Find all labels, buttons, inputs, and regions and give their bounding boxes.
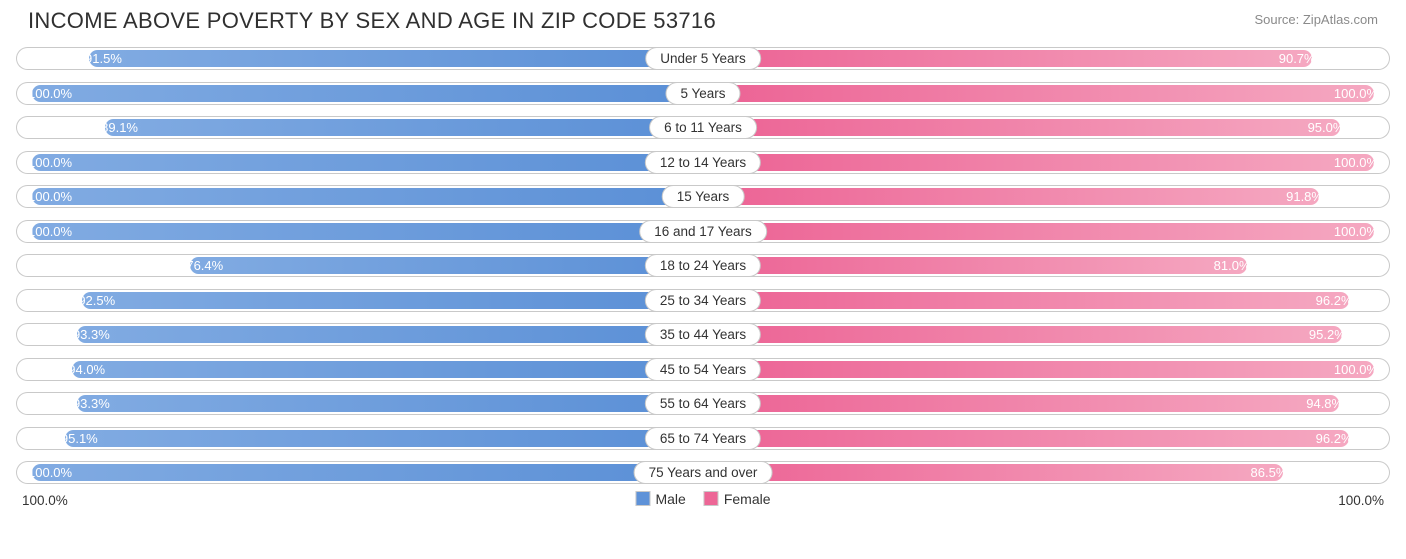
axis-row: 100.0% 100.0% Male Female (0, 491, 1406, 513)
category-label: 12 to 14 Years (645, 151, 761, 174)
chart-row: 89.1% 95.0% 6 to 11 Years (16, 113, 1390, 142)
value-male: 100.0% (28, 182, 72, 211)
chart-row: 100.0% 100.0% 12 to 14 Years (16, 148, 1390, 177)
bar-male (32, 223, 703, 240)
category-label: 16 and 17 Years (639, 220, 767, 243)
category-label: 65 to 74 Years (645, 427, 761, 450)
value-male: 95.1% (61, 424, 98, 453)
category-label: 15 Years (662, 185, 745, 208)
value-female: 81.0% (1214, 251, 1251, 280)
bar-female (703, 326, 1342, 343)
chart-row: 76.4% 81.0% 18 to 24 Years (16, 251, 1390, 280)
bar-female (703, 119, 1340, 136)
value-male: 100.0% (28, 458, 72, 487)
value-male: 89.1% (101, 113, 138, 142)
chart-row: 92.5% 96.2% 25 to 34 Years (16, 286, 1390, 315)
value-male: 100.0% (28, 217, 72, 246)
value-female: 100.0% (1334, 79, 1378, 108)
value-male: 100.0% (28, 79, 72, 108)
legend-label-male: Male (655, 491, 685, 507)
category-label: 6 to 11 Years (649, 116, 757, 139)
bar-female (703, 188, 1319, 205)
bar-male (65, 430, 703, 447)
bar-male (32, 188, 703, 205)
bar-female (703, 154, 1374, 171)
bar-female (703, 464, 1283, 481)
chart-row: 100.0% 91.8% 15 Years (16, 182, 1390, 211)
bar-male (105, 119, 703, 136)
value-female: 96.2% (1316, 424, 1353, 453)
category-label: 55 to 64 Years (645, 392, 761, 415)
chart-header: INCOME ABOVE POVERTY BY SEX AND AGE IN Z… (0, 0, 1406, 44)
category-label: 18 to 24 Years (645, 254, 761, 277)
value-male: 76.4% (186, 251, 223, 280)
value-male: 100.0% (28, 148, 72, 177)
value-female: 90.7% (1279, 44, 1316, 73)
bar-male (77, 326, 703, 343)
value-female: 95.2% (1309, 320, 1346, 349)
bar-female (703, 223, 1374, 240)
value-male: 91.5% (85, 44, 122, 73)
category-label: 35 to 44 Years (645, 323, 761, 346)
bar-female (703, 257, 1247, 274)
legend-item-female: Female (704, 491, 771, 507)
value-female: 91.8% (1286, 182, 1323, 211)
chart-row: 100.0% 100.0% 16 and 17 Years (16, 217, 1390, 246)
bar-female (703, 395, 1339, 412)
bar-male (77, 395, 703, 412)
bar-male (89, 50, 703, 67)
value-male: 94.0% (68, 355, 105, 384)
bar-female (703, 292, 1349, 309)
legend-item-male: Male (635, 491, 685, 507)
legend-swatch-male (635, 491, 650, 506)
chart-row: 100.0% 86.5% 75 Years and over (16, 458, 1390, 487)
bar-male (190, 257, 703, 274)
chart-row: 91.5% 90.7% Under 5 Years (16, 44, 1390, 73)
bar-female (703, 361, 1374, 378)
bar-male (32, 464, 703, 481)
diverging-bar-chart: 91.5% 90.7% Under 5 Years 100.0% 100.0% 5 Yea… (0, 44, 1406, 487)
bar-female (703, 430, 1349, 447)
legend-label-female: Female (724, 491, 771, 507)
chart-row: 93.3% 94.8% 55 to 64 Years (16, 389, 1390, 418)
category-label: 75 Years and over (634, 461, 773, 484)
value-female: 95.0% (1308, 113, 1345, 142)
value-female: 100.0% (1334, 148, 1378, 177)
legend-swatch-female (704, 491, 719, 506)
chart-row: 100.0% 100.0% 5 Years (16, 79, 1390, 108)
axis-right-label: 100.0% (1338, 493, 1384, 508)
value-female: 100.0% (1334, 355, 1378, 384)
value-female: 86.5% (1251, 458, 1288, 487)
chart-title: INCOME ABOVE POVERTY BY SEX AND AGE IN Z… (28, 8, 716, 34)
bar-male (32, 85, 703, 102)
bar-male (82, 292, 703, 309)
value-female: 100.0% (1334, 217, 1378, 246)
chart-row: 94.0% 100.0% 45 to 54 Years (16, 355, 1390, 384)
value-male: 93.3% (73, 320, 110, 349)
value-female: 96.2% (1316, 286, 1353, 315)
value-female: 94.8% (1306, 389, 1343, 418)
chart-row: 95.1% 96.2% 65 to 74 Years (16, 424, 1390, 453)
category-label: Under 5 Years (645, 47, 761, 70)
category-label: 5 Years (665, 82, 740, 105)
axis-left-label: 100.0% (22, 493, 68, 508)
bar-male (72, 361, 703, 378)
chart-source: Source: ZipAtlas.com (1254, 8, 1378, 27)
value-male: 92.5% (78, 286, 115, 315)
bar-female (703, 85, 1374, 102)
category-label: 45 to 54 Years (645, 358, 761, 381)
category-label: 25 to 34 Years (645, 289, 761, 312)
bar-male (32, 154, 703, 171)
value-male: 93.3% (73, 389, 110, 418)
legend: Male Female (635, 491, 770, 507)
chart-row: 93.3% 95.2% 35 to 44 Years (16, 320, 1390, 349)
bar-female (703, 50, 1312, 67)
